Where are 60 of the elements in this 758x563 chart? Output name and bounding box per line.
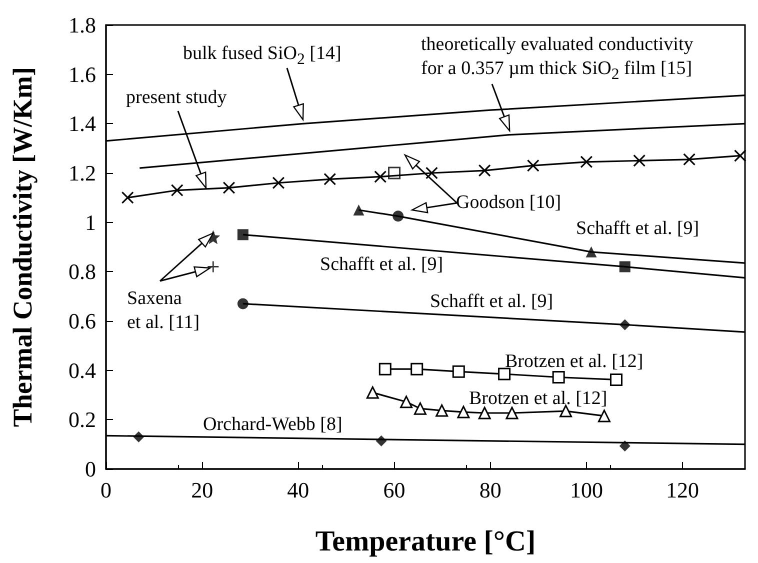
annotation: theoretically evaluated conductivity for a 0.357 µm thick SiO$_{2}$ film [15] [421, 33, 694, 85]
annotation: Brotzen et al. [12] [469, 387, 608, 411]
point [324, 173, 336, 186]
annotation: Brotzen et al. [12] [505, 350, 644, 374]
point [122, 192, 134, 204]
point [478, 406, 491, 420]
point [610, 373, 622, 386]
point [400, 396, 413, 408]
point [237, 229, 248, 240]
point [208, 261, 219, 272]
x-axis-title: Temperature [°C] [315, 526, 536, 558]
point [378, 362, 392, 376]
y-tick-label: 1.4 [68, 111, 96, 136]
point [374, 170, 386, 183]
x-tick-label: 40 [287, 478, 310, 502]
point [414, 402, 426, 415]
x-tick-label: 20 [191, 478, 214, 502]
point [598, 410, 610, 422]
annotation: Schafft et al. [9] [320, 253, 444, 277]
x-tick-label: 100 [570, 478, 603, 502]
point [683, 153, 696, 166]
point [478, 164, 491, 177]
point [498, 368, 511, 380]
y-tick-label: 1.8 [68, 12, 96, 38]
y-tick-label: 1 [85, 210, 96, 235]
point [457, 406, 470, 418]
point [527, 160, 540, 172]
point [633, 154, 646, 167]
point [580, 156, 592, 168]
annotation: Goodson [10] [456, 191, 562, 215]
point [506, 406, 518, 420]
y-tick-label: 0 [85, 456, 96, 482]
point [452, 365, 465, 378]
annotation: Schafft et al. [9] [430, 290, 554, 314]
point [272, 176, 284, 189]
point [410, 362, 424, 376]
y-axis-title: Thermal Conductivity [W/Km] [8, 67, 38, 427]
annotation: present study [126, 86, 227, 110]
point [366, 386, 379, 399]
point [171, 184, 184, 196]
x-tick-label: 120 [666, 478, 700, 502]
point [560, 404, 572, 418]
annotation: Saxena et al. [11] [127, 287, 200, 335]
y-tick-label: 0.8 [68, 259, 96, 284]
point [436, 404, 448, 417]
point [552, 370, 565, 384]
annotation: bulk fused SiO$_{2}$ [14] [183, 42, 342, 70]
annotation: Orchard-Webb [8] [203, 413, 342, 437]
point [734, 150, 746, 162]
y-tick-label: 0.6 [68, 308, 96, 334]
y-tick-label: 0.4 [68, 358, 96, 383]
y-tick-label: 0.2 [68, 407, 96, 432]
x-tick-label: 80 [479, 478, 502, 502]
y-tick-label: 1.2 [68, 160, 96, 186]
x-tick-label: 60 [383, 478, 406, 502]
annotation: Schafft et al. [9] [576, 217, 700, 241]
point [222, 182, 235, 194]
point [353, 204, 364, 216]
y-tick-label: 1.6 [68, 62, 96, 87]
x-tick-label: 0 [100, 478, 112, 502]
